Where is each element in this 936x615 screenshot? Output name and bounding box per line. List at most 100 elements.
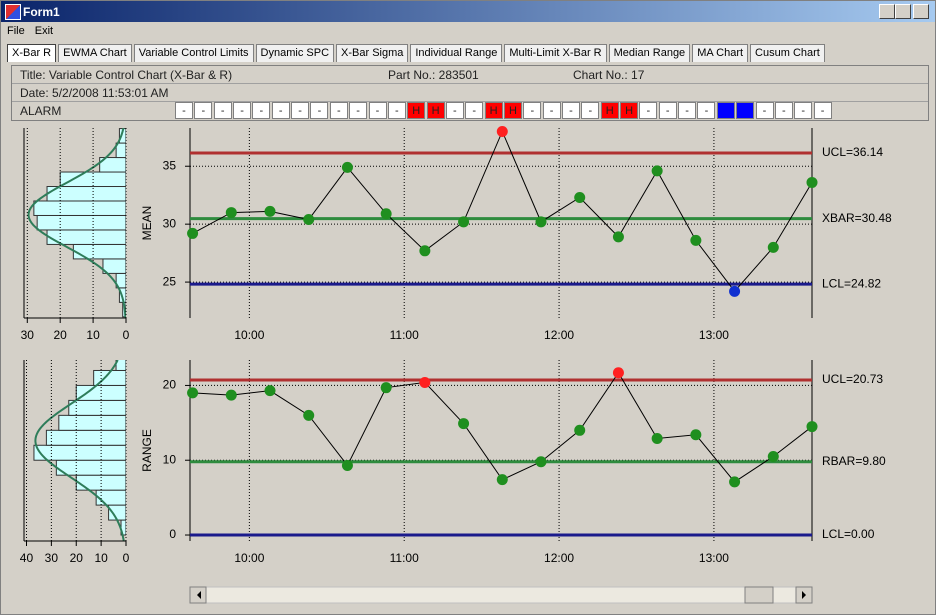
x-tick-label: 11:00 <box>390 551 419 565</box>
maximize-button[interactable] <box>895 4 911 19</box>
data-point <box>806 176 818 188</box>
tab[interactable]: EWMA Chart <box>58 44 132 62</box>
y-tick-label: 20 <box>163 378 177 392</box>
x-tick-label: 10:00 <box>234 551 264 565</box>
x-tick-label: 12:00 <box>544 328 574 342</box>
limit-label: UCL=36.14 <box>822 145 883 159</box>
alarm-cell: - <box>755 102 774 119</box>
data-point <box>380 382 392 394</box>
alarm-label: ALARM <box>20 104 62 118</box>
app-icon <box>5 4 21 20</box>
tab[interactable]: Cusum Chart <box>750 44 825 62</box>
limit-label: RBAR=9.80 <box>822 454 886 468</box>
histogram <box>33 360 126 541</box>
menu-item[interactable]: Exit <box>34 25 54 37</box>
x-tick-label: 30 <box>21 328 35 342</box>
alarm-cell: - <box>175 102 193 119</box>
histogram <box>27 128 126 318</box>
limit-label: LCL=0.00 <box>822 527 875 541</box>
data-point <box>651 433 663 445</box>
menu-bar: File Exit <box>1 22 935 41</box>
scroll-arrow <box>197 591 201 599</box>
tab[interactable]: MA Chart <box>692 44 749 62</box>
chart-title: Title: Variable Control Chart (X-Bar & R… <box>20 68 233 82</box>
limit-label: UCL=20.73 <box>822 372 883 386</box>
data-point <box>767 241 779 253</box>
tab[interactable]: Dynamic SPC <box>255 44 335 62</box>
data-point <box>767 450 779 462</box>
x-tick-label: 10 <box>86 328 100 342</box>
scroll-arrow <box>802 591 806 599</box>
data-point <box>690 234 702 246</box>
alarm-cell: - <box>658 102 677 119</box>
data-point <box>729 476 741 488</box>
y-axis-label: MEAN <box>140 206 154 241</box>
alarm-cell: - <box>291 102 310 119</box>
data-point <box>341 161 353 173</box>
alarm-cell: - <box>678 102 697 119</box>
date: Date: 5/2/2008 11:53:01 AM <box>20 86 169 100</box>
data-point <box>690 429 702 441</box>
tab[interactable]: Median Range <box>608 44 691 62</box>
alarm-cell: - <box>387 102 406 119</box>
alarm-cell: - <box>329 102 348 119</box>
alarm-cell: - <box>310 102 329 119</box>
tab[interactable]: X-Bar Sigma <box>336 44 409 62</box>
alarm-cell: - <box>252 102 271 119</box>
alarm-cell: - <box>542 102 561 119</box>
header-row: Title: Variable Control Chart (X-Bar & R… <box>12 66 928 84</box>
histogram-bar <box>99 157 126 173</box>
data-point <box>225 207 237 219</box>
x-tick-label: 40 <box>20 551 34 565</box>
alarm-cell: H <box>407 102 426 119</box>
scroll-thumb <box>744 586 774 604</box>
tab[interactable]: Individual Range <box>410 44 503 62</box>
close-button[interactable] <box>913 4 929 19</box>
alarm-cell: - <box>774 102 793 119</box>
alarm-cell: - <box>233 102 252 119</box>
minimize-button[interactable] <box>879 4 895 19</box>
alarm-cell: L <box>736 102 755 119</box>
data-point <box>458 216 470 228</box>
data-point <box>419 376 431 388</box>
data-point <box>496 474 508 486</box>
limit-label: LCL=24.82 <box>822 276 881 290</box>
alarm-cell: H <box>620 102 639 119</box>
alarm-cell: H <box>426 102 445 119</box>
normal-curve <box>34 360 125 541</box>
data-point <box>187 387 199 399</box>
data-point <box>612 231 624 243</box>
data-point <box>187 227 199 239</box>
alarm-cell: - <box>271 102 290 119</box>
data-point <box>729 285 741 297</box>
alarm-cell: - <box>562 102 580 119</box>
y-tick-label: 35 <box>163 158 177 172</box>
data-point <box>419 245 431 257</box>
data-point <box>806 421 818 433</box>
menu-item[interactable]: File <box>7 25 25 37</box>
alarm-cell: H <box>600 102 619 119</box>
window-title: Form1 <box>23 5 60 19</box>
chart-number: Chart No.: 17 <box>573 68 645 82</box>
x-tick-label: 10:00 <box>234 328 264 342</box>
tab[interactable]: Variable Control Limits <box>133 44 254 62</box>
alarm-cell: - <box>213 102 232 119</box>
tab[interactable]: Multi-Limit X-Bar R <box>504 44 607 62</box>
x-tick-label: 30 <box>45 551 59 565</box>
title-bar: Form1 <box>1 1 935 22</box>
x-tick-label: 13:00 <box>699 551 729 565</box>
x-tick-label: 12:00 <box>544 551 574 565</box>
alarm-cell: - <box>794 102 813 119</box>
data-point <box>458 418 470 430</box>
data-point <box>303 409 315 421</box>
data-point <box>574 192 586 204</box>
tab[interactable]: X-Bar R <box>7 44 57 62</box>
alarm-cell: L <box>716 102 735 119</box>
y-tick-label: 10 <box>163 452 177 466</box>
data-point <box>264 205 276 217</box>
x-tick-label: 11:00 <box>390 328 419 342</box>
